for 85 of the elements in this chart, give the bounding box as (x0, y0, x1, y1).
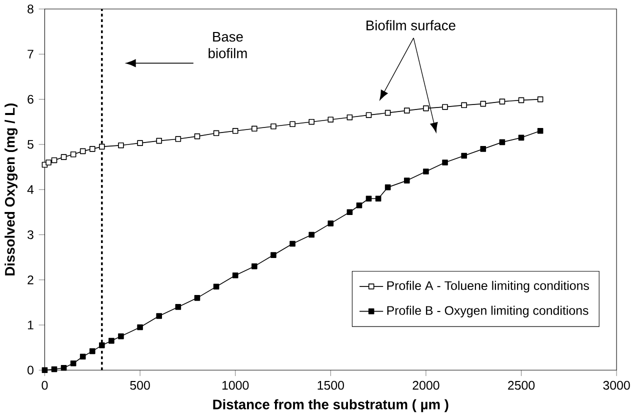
point (194, 295, 200, 301)
x-axis-title: Distance from the substratum ( µm ) (213, 399, 448, 412)
point (499, 139, 506, 146)
point (461, 102, 467, 108)
point (375, 196, 382, 202)
point (423, 106, 429, 112)
point (537, 96, 544, 102)
point (175, 304, 182, 310)
x-tick-label: 1000 (222, 381, 249, 390)
point (118, 142, 124, 148)
x-tick-label: 1500 (318, 381, 344, 390)
point (461, 152, 467, 159)
y-tick-label: 6 (28, 95, 34, 104)
point (384, 110, 391, 116)
point (518, 134, 524, 141)
point (213, 284, 220, 290)
y-tick-label: 1 (28, 320, 34, 330)
point (213, 130, 220, 136)
y-tick-label: 3 (28, 230, 34, 240)
annotation: Biofilm surface (366, 20, 456, 30)
point (537, 128, 544, 134)
point (346, 114, 353, 120)
point (175, 136, 182, 142)
point (308, 232, 314, 238)
point (42, 367, 48, 374)
point (156, 138, 162, 144)
point (308, 119, 314, 125)
point (137, 324, 143, 330)
point (89, 348, 96, 354)
point (404, 108, 410, 114)
point (328, 220, 334, 226)
point (60, 365, 67, 371)
point (232, 128, 238, 134)
point (366, 196, 372, 202)
point (194, 134, 200, 140)
y-tick-label: 5 (28, 140, 34, 149)
point (156, 313, 162, 320)
legend-label: Profile B - Oxygen limiting conditions (387, 306, 588, 318)
y-tick-label: 0 (28, 366, 34, 375)
point (80, 148, 86, 154)
point (251, 264, 258, 270)
point (251, 126, 258, 132)
legend-label: Profile A - Toluene limiting conditions (387, 281, 589, 293)
y-tick-label: 4 (27, 185, 34, 194)
point (232, 272, 238, 278)
point (70, 152, 76, 158)
point (356, 202, 362, 208)
point (89, 146, 96, 152)
point (46, 160, 52, 166)
point (60, 154, 67, 160)
point (480, 101, 486, 107)
x-tick-label: 500 (130, 381, 150, 390)
x-tick-label: 3000 (603, 381, 630, 390)
point (99, 144, 105, 150)
point (270, 252, 276, 258)
point (346, 209, 353, 216)
point (118, 334, 124, 340)
point (423, 168, 429, 175)
point (70, 360, 76, 366)
point (51, 366, 58, 372)
point (80, 354, 86, 360)
point (404, 178, 410, 184)
point (137, 140, 143, 146)
x-tick-label: 2500 (508, 381, 535, 390)
point (51, 157, 58, 164)
point (99, 342, 105, 348)
point (442, 160, 448, 166)
y-tick-label: 7 (28, 50, 34, 59)
point (442, 104, 448, 110)
point (366, 112, 372, 118)
point (384, 184, 391, 190)
y-axis-title: Dissolved Oxygen (mg / L) (4, 104, 18, 276)
point (499, 98, 506, 105)
y-tick-label: 2 (28, 276, 34, 284)
point (290, 121, 296, 128)
y-tick-label: 8 (28, 4, 34, 14)
x-tick-label: 2000 (412, 381, 440, 390)
point (328, 116, 334, 123)
x-tick-label: 0 (42, 381, 48, 390)
point (108, 338, 114, 344)
point (480, 146, 486, 152)
annotation: Base biofilm (208, 32, 247, 58)
point (270, 124, 276, 130)
point (290, 240, 296, 247)
point (518, 97, 524, 104)
